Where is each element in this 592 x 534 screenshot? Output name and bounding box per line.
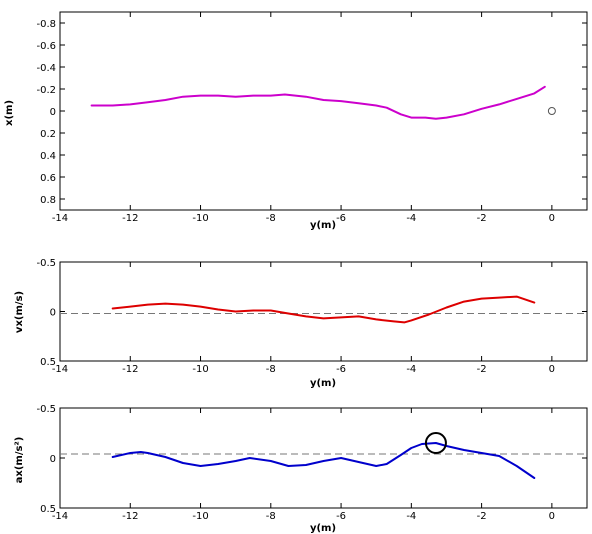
acceleration-plot-xtick-label: -6 xyxy=(336,511,346,522)
acceleration-plot: y(m) ax(m/s²) -14 -12 -10 -8 -6 -4 -2 0 -0.5 0 0.5 xyxy=(14,404,588,534)
trajectory-plot-ytick-label: -0.2 xyxy=(36,85,56,96)
acceleration-plot-ytick-label: 0.5 xyxy=(40,504,56,515)
acceleration-plot-xtick-label: -14 xyxy=(52,511,68,522)
trajectory-plot-frame xyxy=(59,11,588,211)
acceleration-plot-frame xyxy=(59,407,588,509)
velocity-plot-xtick-label: -2 xyxy=(477,364,487,375)
trajectory-plot-ytick-label: -0.8 xyxy=(36,19,56,30)
velocity-plot-series-line xyxy=(111,295,536,324)
trajectory-plot-ytick-label: 0.4 xyxy=(40,151,56,162)
trajectory-plot-ytick-label: -0.6 xyxy=(36,41,56,52)
velocity-plot-ytick-label: -0.5 xyxy=(36,258,56,269)
trajectory-plot-ytick-label: -0.4 xyxy=(36,63,56,74)
trajectory-plot-xtick-label: 0 xyxy=(549,213,555,224)
velocity-plot-ylabel: vx(m/s) xyxy=(14,291,25,333)
trajectory-plot-ytick-label: 0 xyxy=(50,107,56,118)
velocity-plot-ytick-label: 0.5 xyxy=(40,357,56,368)
trajectory-plot-xtick-label: -2 xyxy=(477,213,487,224)
trajectory-plot: y(m) x(m) -14 -12 -10 -8 -6 -4 -2 0 -0.8 -0.6 -0.4… xyxy=(4,11,588,231)
trajectory-plot-ylabel: x(m) xyxy=(4,100,15,126)
trajectory-plot-xtick-label: -4 xyxy=(406,213,416,224)
trajectory-plot-ytick-label: 0.8 xyxy=(40,195,56,206)
trajectory-plot-series-line xyxy=(90,85,546,120)
acceleration-plot-circle-marker xyxy=(424,432,447,454)
trajectory-plot-xtick-label: -10 xyxy=(192,213,208,224)
velocity-plot: y(m) vx(m/s) -14 -12 -10 -8 -6 -4 -2 0 -0.5 0 0.5 xyxy=(14,258,588,389)
trajectory-plot-xlabel: y(m) xyxy=(310,220,336,231)
trajectory-plot-ytick-label: 0.6 xyxy=(40,173,56,184)
acceleration-plot-series-line xyxy=(111,442,536,479)
trajectory-plot-xtick-label: -8 xyxy=(266,213,276,224)
trajectory-plot-xtick-label: -6 xyxy=(336,213,346,224)
acceleration-plot-xtick-label: -12 xyxy=(122,511,138,522)
velocity-plot-xtick-label: -12 xyxy=(122,364,138,375)
trajectory-plot-circle-marker xyxy=(547,107,556,115)
velocity-plot-xtick-label: -4 xyxy=(406,364,416,375)
acceleration-plot-xtick-label: -2 xyxy=(477,511,487,522)
velocity-plot-xtick-label: -8 xyxy=(266,364,276,375)
acceleration-plot-ytick-label: -0.5 xyxy=(36,404,56,415)
trajectory-plot-xtick-label: -12 xyxy=(122,213,138,224)
velocity-plot-xtick-label: 0 xyxy=(549,364,555,375)
velocity-plot-xtick-label: -10 xyxy=(192,364,208,375)
acceleration-plot-xtick-label: -4 xyxy=(406,511,416,522)
acceleration-plot-xtick-label: -8 xyxy=(266,511,276,522)
trajectory-plot-ytick-label: 0.2 xyxy=(40,129,56,140)
trajectory-plot-xtick-label: -14 xyxy=(52,213,68,224)
acceleration-plot-xtick-label: 0 xyxy=(549,511,555,522)
velocity-plot-xlabel: y(m) xyxy=(310,378,336,389)
velocity-plot-frame xyxy=(59,261,588,362)
acceleration-plot-xlabel: y(m) xyxy=(310,523,336,534)
acceleration-plot-xtick-label: -10 xyxy=(192,511,208,522)
velocity-plot-ytick-label: 0 xyxy=(50,308,56,319)
acceleration-plot-ytick-label: 0 xyxy=(50,454,56,465)
velocity-plot-xtick-label: -6 xyxy=(336,364,346,375)
velocity-plot-xtick-label: -14 xyxy=(52,364,68,375)
acceleration-plot-ylabel: ax(m/s²) xyxy=(14,437,25,484)
